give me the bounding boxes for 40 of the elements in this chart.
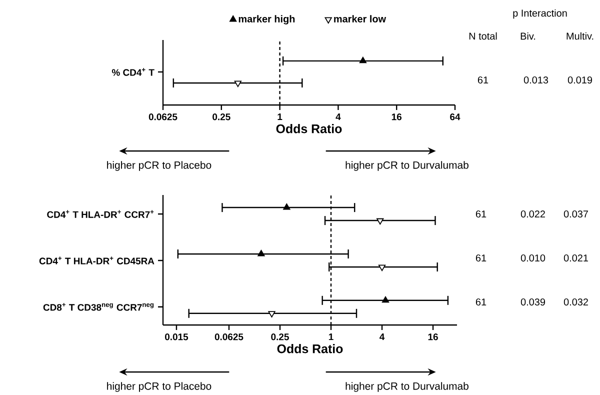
text: higher pCR to Durvalumab [346,161,468,171]
text: 0.019 [568,76,592,84]
text: Biv. [520,32,536,40]
text: 61 [476,298,486,306]
x-axis-title: Odds Ratio [276,124,342,134]
text: 0.013 [524,76,548,84]
text: higher pCR to Placebo [107,161,212,171]
x-tick-label: 64 [450,114,460,120]
text: p Interaction [513,9,567,19]
x-axis-title: Odds Ratio [277,344,343,354]
y-tick-label: CD4$^{+}$ T HLA-DR$^{+}$ CCR7$^{+}$ [47,210,154,218]
x-tick-label: 16 [428,334,438,340]
x-tick-label: 1 [328,334,334,340]
y-tick-label: % CD4$^{+}$ T [112,68,154,76]
x-tick-label: 0.25 [212,114,230,120]
text: 61 [478,76,488,84]
text: Multiv. [566,32,594,40]
legend-label: marker high [238,15,295,24]
x-tick-label: 0.0625 [214,334,244,340]
text: 0.039 [520,298,546,306]
x-tick-label: 4 [336,114,341,120]
text: 0.010 [520,254,546,262]
legend-label: marker low [334,15,386,22]
text: 0.022 [520,210,545,218]
text: higher pCR to Durvalumab [346,382,468,392]
x-tick-label: 0.25 [271,334,289,340]
text: 0.037 [564,210,588,218]
text: 0.032 [564,298,588,306]
text: higher pCR to Placebo [107,382,212,392]
x-tick-label: 0.015 [165,334,188,340]
y-tick-label: CD8$^{+}$ T CD38$^{neg}$ CCR7$^{neg}$ [43,302,154,311]
x-tick-label: 1 [278,114,282,120]
y-tick-label: CD4$^{+}$ T HLA-DR$^{+}$ CD45RA [39,256,154,264]
x-tick-label: 16 [392,114,402,120]
x-tick-label: 4 [380,334,385,340]
text: 61 [476,210,486,218]
text: N total [469,32,497,40]
text: 61 [476,254,486,262]
text: 0.021 [564,254,588,262]
x-tick-label: 0.0625 [148,114,178,120]
